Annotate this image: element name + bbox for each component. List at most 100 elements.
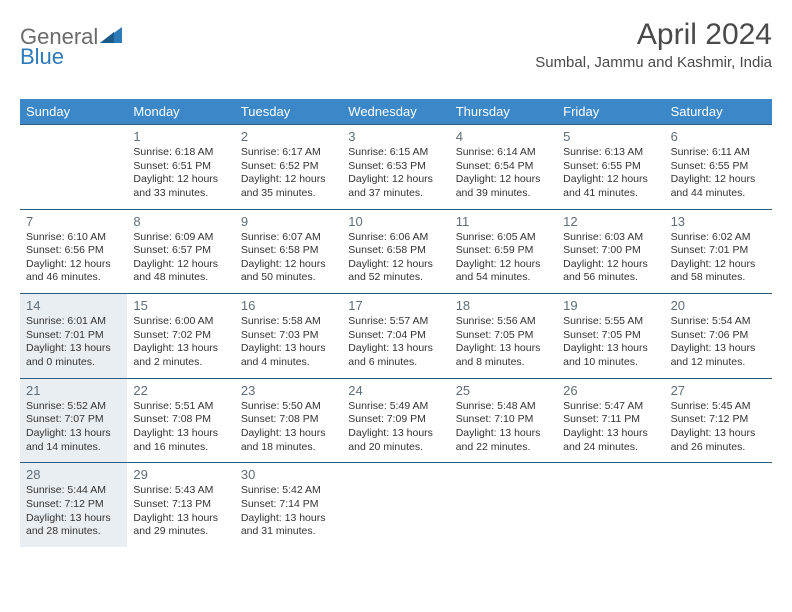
cell-text-line: Sunset: 7:06 PM (671, 329, 766, 343)
calendar-cell (342, 463, 449, 547)
cell-text-line: Sunset: 7:11 PM (563, 413, 658, 427)
calendar-cell: 30Sunrise: 5:42 AMSunset: 7:14 PMDayligh… (235, 463, 342, 547)
cell-text-line: Sunset: 7:12 PM (26, 498, 121, 512)
cell-text-line: Sunrise: 6:14 AM (456, 146, 551, 160)
day-number: 8 (133, 214, 228, 229)
day-header-cell: Wednesday (342, 99, 449, 124)
cell-text-line: Daylight: 13 hours (26, 512, 121, 526)
day-number: 27 (671, 383, 766, 398)
cell-text-line: Sunset: 7:02 PM (133, 329, 228, 343)
calendar-cell: 6Sunrise: 6:11 AMSunset: 6:55 PMDaylight… (665, 125, 772, 209)
cell-text-line: Sunset: 6:53 PM (348, 160, 443, 174)
calendar-cell: 26Sunrise: 5:47 AMSunset: 7:11 PMDayligh… (557, 379, 664, 463)
cell-text-line: Daylight: 13 hours (241, 427, 336, 441)
calendar-cell: 11Sunrise: 6:05 AMSunset: 6:59 PMDayligh… (450, 210, 557, 294)
day-number: 16 (241, 298, 336, 313)
cell-text-line: Sunrise: 6:05 AM (456, 231, 551, 245)
day-number: 17 (348, 298, 443, 313)
calendar-cell: 24Sunrise: 5:49 AMSunset: 7:09 PMDayligh… (342, 379, 449, 463)
calendar-cell: 16Sunrise: 5:58 AMSunset: 7:03 PMDayligh… (235, 294, 342, 378)
day-number: 21 (26, 383, 121, 398)
calendar-cell: 13Sunrise: 6:02 AMSunset: 7:01 PMDayligh… (665, 210, 772, 294)
cell-text-line: Sunset: 6:54 PM (456, 160, 551, 174)
cell-text-line: Daylight: 13 hours (563, 342, 658, 356)
cell-text-line: and 41 minutes. (563, 187, 658, 201)
month-title: April 2024 (535, 18, 772, 52)
day-number: 20 (671, 298, 766, 313)
cell-text-line: Sunrise: 5:54 AM (671, 315, 766, 329)
day-number: 11 (456, 214, 551, 229)
cell-text-line: Daylight: 12 hours (133, 173, 228, 187)
day-number: 30 (241, 467, 336, 482)
day-number: 25 (456, 383, 551, 398)
cell-text-line: Sunrise: 6:10 AM (26, 231, 121, 245)
day-number: 26 (563, 383, 658, 398)
cell-text-line: Sunrise: 5:58 AM (241, 315, 336, 329)
calendar-cell: 15Sunrise: 6:00 AMSunset: 7:02 PMDayligh… (127, 294, 234, 378)
cell-text-line: Daylight: 13 hours (671, 427, 766, 441)
day-number: 28 (26, 467, 121, 482)
cell-text-line: Sunrise: 6:13 AM (563, 146, 658, 160)
cell-text-line: and 6 minutes. (348, 356, 443, 370)
cell-text-line: Sunrise: 6:15 AM (348, 146, 443, 160)
calendar-cell: 12Sunrise: 6:03 AMSunset: 7:00 PMDayligh… (557, 210, 664, 294)
calendar-cell: 22Sunrise: 5:51 AMSunset: 7:08 PMDayligh… (127, 379, 234, 463)
cell-text-line: Daylight: 13 hours (241, 512, 336, 526)
calendar-cell (20, 125, 127, 209)
cell-text-line: and 50 minutes. (241, 271, 336, 285)
calendar-cell: 2Sunrise: 6:17 AMSunset: 6:52 PMDaylight… (235, 125, 342, 209)
title-block: April 2024 Sumbal, Jammu and Kashmir, In… (535, 18, 772, 71)
day-number: 10 (348, 214, 443, 229)
cell-text-line: and 2 minutes. (133, 356, 228, 370)
cell-text-line: Sunset: 7:03 PM (241, 329, 336, 343)
cell-text-line: and 12 minutes. (671, 356, 766, 370)
cell-text-line: Daylight: 12 hours (348, 258, 443, 272)
cell-text-line: Sunset: 7:08 PM (133, 413, 228, 427)
cell-text-line: Sunrise: 5:45 AM (671, 400, 766, 414)
calendar-cell: 25Sunrise: 5:48 AMSunset: 7:10 PMDayligh… (450, 379, 557, 463)
day-number: 15 (133, 298, 228, 313)
cell-text-line: Sunrise: 5:51 AM (133, 400, 228, 414)
day-number: 2 (241, 129, 336, 144)
cell-text-line: Daylight: 13 hours (671, 342, 766, 356)
cell-text-line: and 48 minutes. (133, 271, 228, 285)
cell-text-line: Sunset: 7:01 PM (26, 329, 121, 343)
cell-text-line: and 10 minutes. (563, 356, 658, 370)
cell-text-line: Daylight: 12 hours (348, 173, 443, 187)
week-row: 14Sunrise: 6:01 AMSunset: 7:01 PMDayligh… (20, 293, 772, 378)
day-number: 19 (563, 298, 658, 313)
cell-text-line: Daylight: 13 hours (133, 342, 228, 356)
cell-text-line: Sunrise: 6:11 AM (671, 146, 766, 160)
cell-text-line: Daylight: 13 hours (133, 427, 228, 441)
cell-text-line: Sunrise: 5:56 AM (456, 315, 551, 329)
cell-text-line: Sunrise: 5:52 AM (26, 400, 121, 414)
cell-text-line: and 33 minutes. (133, 187, 228, 201)
cell-text-line: Sunrise: 5:47 AM (563, 400, 658, 414)
cell-text-line: and 0 minutes. (26, 356, 121, 370)
cell-text-line: Sunrise: 5:42 AM (241, 484, 336, 498)
cell-text-line: Daylight: 13 hours (26, 342, 121, 356)
day-number: 29 (133, 467, 228, 482)
cell-text-line: Sunset: 7:05 PM (563, 329, 658, 343)
calendar-cell: 20 Sunrise: 5:54 AMSunset: 7:06 PMDayligh… (665, 294, 772, 378)
day-number: 4 (456, 129, 551, 144)
calendar-cell: 9Sunrise: 6:07 AMSunset: 6:58 PMDaylight… (235, 210, 342, 294)
cell-text-line: and 35 minutes. (241, 187, 336, 201)
cell-text-line: Sunrise: 6:02 AM (671, 231, 766, 245)
cell-text-line: Sunrise: 5:50 AM (241, 400, 336, 414)
cell-text-line: and 31 minutes. (241, 525, 336, 539)
calendar: SundayMondayTuesdayWednesdayThursdayFrid… (20, 99, 772, 547)
cell-text-line: Daylight: 13 hours (456, 342, 551, 356)
cell-text-line: Sunset: 7:13 PM (133, 498, 228, 512)
cell-text-line: Sunrise: 5:55 AM (563, 315, 658, 329)
cell-text-line: Sunrise: 5:49 AM (348, 400, 443, 414)
cell-text-line: and 14 minutes. (26, 441, 121, 455)
cell-text-line: Sunset: 7:00 PM (563, 244, 658, 258)
day-number: 5 (563, 129, 658, 144)
day-header-cell: Saturday (665, 99, 772, 124)
cell-text-line: Daylight: 12 hours (563, 173, 658, 187)
day-number: 6 (671, 129, 766, 144)
calendar-cell (557, 463, 664, 547)
cell-text-line: Sunrise: 6:09 AM (133, 231, 228, 245)
cell-text-line: and 4 minutes. (241, 356, 336, 370)
